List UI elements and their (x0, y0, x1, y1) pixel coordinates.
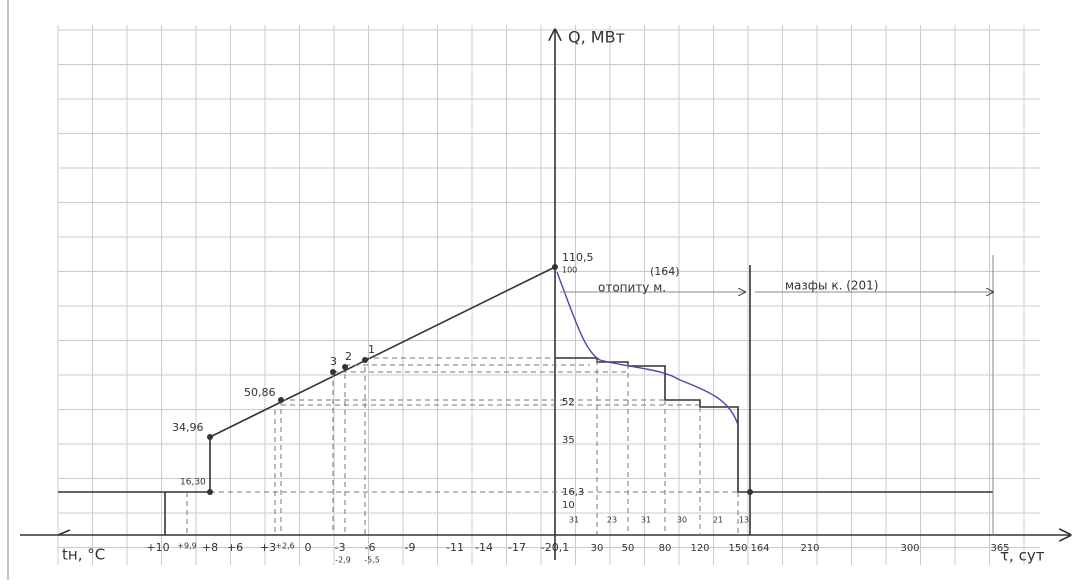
t-tick-label: +6 (227, 541, 243, 554)
t-tick-label: -9 (405, 541, 416, 554)
t-tick-label: +10 (146, 541, 169, 554)
graph: Q, МВт tн, °C τ, сут 110,5 100 34,96 50,… (0, 0, 1083, 580)
t-axis-label: tн, °C (62, 546, 105, 564)
tau-tick-label: 80 (659, 543, 672, 554)
heating-label: отопиту м. (598, 281, 666, 295)
q-tick-label: 10 (562, 500, 575, 511)
t-tick-label: -3 (335, 541, 346, 554)
segment-days: 31 (569, 516, 579, 525)
p3: 3 (330, 355, 337, 368)
q34: 34,96 (172, 421, 204, 434)
p2: 2 (345, 350, 352, 363)
tau-tick-label: 120 (690, 543, 709, 554)
t-tick-label: -14 (475, 541, 493, 554)
tau-tick-label: 210 (800, 543, 819, 554)
heating-count: (164) (650, 265, 680, 278)
segment-days: 23 (607, 516, 617, 525)
q-max: 110,5 (562, 251, 594, 264)
q-max-sub: 100 (562, 266, 577, 275)
tau-tick-label: 300 (900, 543, 919, 554)
t-tick-label: -11 (446, 541, 464, 554)
projection-lines (210, 358, 738, 492)
q16: 16,30 (180, 478, 206, 488)
segment-days: 31 (641, 516, 651, 525)
tau-tick-label: 150 (728, 543, 747, 554)
t-tick-label: -6 (365, 541, 376, 554)
p1: 1 (368, 343, 375, 356)
t-tick-label: +9,9 (177, 542, 196, 551)
tau-tick-label: 50 (622, 543, 635, 554)
q50: 50,86 (244, 386, 276, 399)
t-tick-label: 0 (305, 541, 312, 554)
tau-tick-label: 365 (990, 543, 1009, 554)
load-temperature-line (58, 267, 555, 492)
q-tick-label: 35 (562, 435, 575, 446)
t-tick-label: -2,9 (335, 556, 351, 565)
load-duration-curve (557, 272, 738, 425)
nonheating-label: мазфы к. (201) (785, 279, 878, 293)
t-tick-label: -5,5 (364, 556, 380, 565)
points (207, 264, 753, 495)
t-tick-label: +3 (260, 541, 276, 554)
segment-days: 30 (677, 516, 687, 525)
tau-tick-label: 164 (750, 543, 769, 554)
load-duration-steps (555, 358, 993, 492)
q-tick-label: 52 (562, 397, 575, 408)
tau-tick-label: 30 (591, 543, 604, 554)
t-tick-label: +2,6 (275, 542, 294, 551)
vertical-projections (187, 358, 738, 535)
segment-days: 21 (713, 516, 723, 525)
q-axis-label: Q, МВт (568, 28, 625, 47)
t-tick-label: -20,1 (541, 541, 569, 554)
tick-labels: +10 +9,9 +8 +6 +3+2,6 0 -3 -2,9 -6 -5,5 -9 -11 -14 -1… (146, 397, 1009, 565)
segment-days: 13 (739, 516, 749, 525)
t-tick-label: -17 (508, 541, 526, 554)
grid-paper (8, 0, 1040, 580)
q-tick-label: 16,3 (562, 487, 584, 498)
t-tick-label: +8 (202, 541, 218, 554)
